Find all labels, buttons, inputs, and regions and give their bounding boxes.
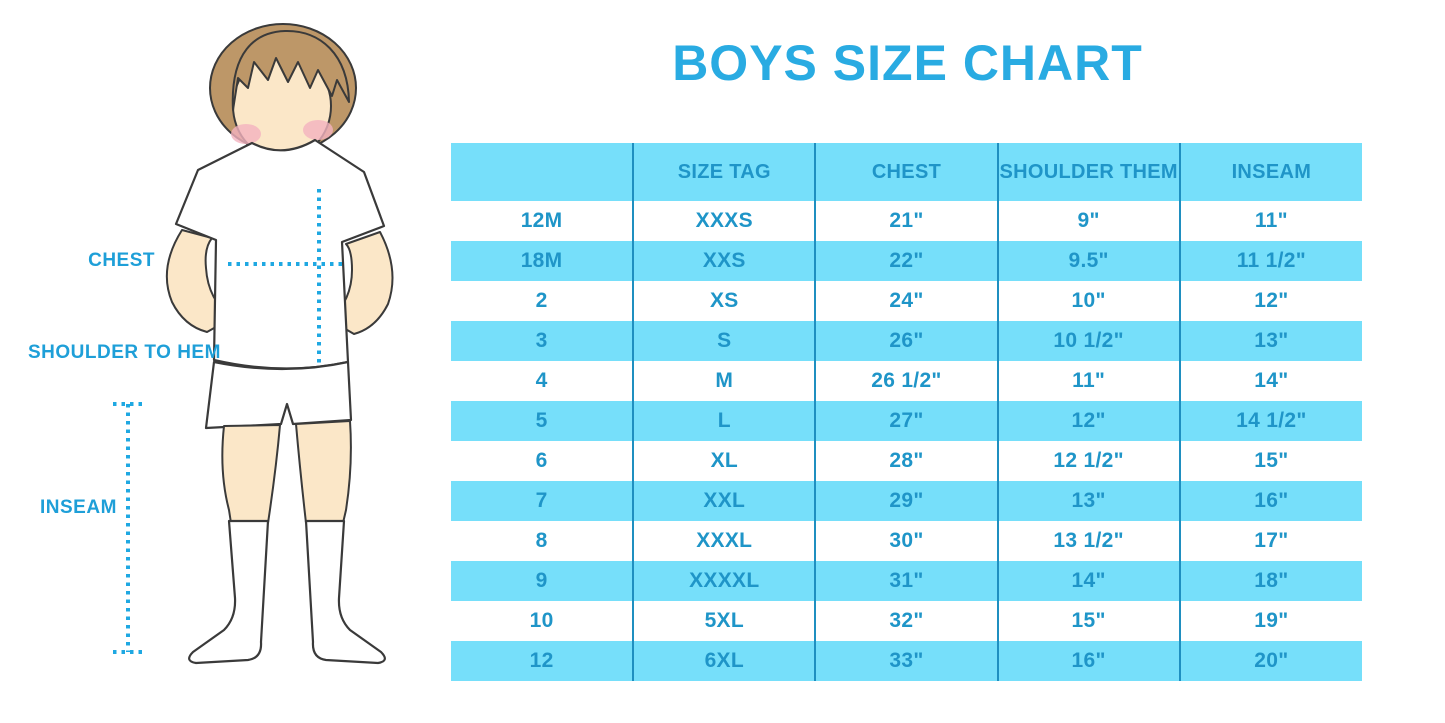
table-cell: XXXXL [632, 561, 816, 601]
table-row: 12 6XL 33" 16" 20" [451, 641, 1362, 681]
column-header: CHEST [814, 143, 998, 201]
table-cell: 13" [1178, 321, 1362, 361]
table-row: 10 5XL 32" 15" 19" [451, 601, 1362, 641]
table-cell: 33" [814, 641, 998, 681]
table-row: 7 XXL 29" 13" 16" [451, 481, 1362, 521]
table-cell: 4 [535, 369, 548, 392]
table-cell: 16" [1178, 481, 1362, 521]
table-cell: 32" [814, 601, 998, 641]
table-cell: 30" [814, 521, 998, 561]
table-cell: 12" [996, 401, 1180, 441]
table-cell: 24" [814, 281, 998, 321]
table-cell: XXL [632, 481, 816, 521]
chest-label: CHEST [88, 250, 155, 271]
table-cell: 11" [996, 361, 1180, 401]
table-cell: 20" [1178, 641, 1362, 681]
header-row: SIZE TAG CHEST SHOULDER THEM INSEAM [451, 143, 1362, 201]
table-cell: 8 [535, 529, 548, 552]
measurement-figure: CHEST SHOULDER TO HEM INSEAM [0, 0, 450, 723]
shoulder-to-hem-label: SHOULDER TO HEM [28, 342, 221, 363]
table-cell: 12" [1178, 281, 1362, 321]
boy-illustration [113, 23, 394, 665]
column-header: SIZE TAG [632, 143, 816, 201]
table-cell: 6XL [632, 641, 816, 681]
boy-socks [188, 519, 386, 665]
table-cell: 5 [451, 401, 634, 441]
table-cell: 22" [814, 241, 998, 281]
table-cell: 21" [814, 201, 998, 241]
table-cell: 15" [1178, 441, 1362, 481]
table-row: 4 M 26 1/2" 11" 14" [451, 361, 1362, 401]
table-cell: S [632, 321, 816, 361]
table-cell: 5XL [632, 601, 816, 641]
table-row: 9 XXXXL 31" 14" 18" [451, 561, 1362, 601]
table-cell: XL [632, 441, 816, 481]
table-header: SIZE TAG CHEST SHOULDER THEM INSEAM [451, 143, 1362, 201]
table-cell: 29" [814, 481, 998, 521]
table-cell: 12 [451, 641, 634, 681]
table-row: 5 L 27" 12" 14 1/2" [451, 401, 1362, 441]
table-cell: 26 1/2" [814, 361, 998, 401]
table-cell: 17" [1178, 521, 1362, 561]
table-cell: 7 [451, 481, 634, 521]
table-row: 2 XS 24" 10" 12" [451, 281, 1362, 321]
page-title: BOYS SIZE CHART [672, 35, 1143, 91]
inseam-label: INSEAM [40, 497, 117, 518]
table-cell: 12 1/2" [996, 441, 1180, 481]
table-cell: 18M [451, 241, 634, 281]
table-cell: 15" [996, 601, 1180, 641]
table-cell: 10 [529, 609, 554, 632]
table-cell: 11" [1178, 201, 1362, 241]
column-header [451, 143, 634, 201]
table-cell: 14" [996, 561, 1180, 601]
table-cell: 10 1/2" [996, 321, 1180, 361]
table-cell: 10" [996, 281, 1180, 321]
table-cell: 31" [814, 561, 998, 601]
table-row: 8 XXXL 30" 13 1/2" 17" [451, 521, 1362, 561]
table-cell: 9" [996, 201, 1180, 241]
table-cell: XS [632, 281, 816, 321]
table-row: 18M XXS 22" 9.5" 11 1/2" [451, 241, 1362, 281]
table-cell: 13" [996, 481, 1180, 521]
table-cell: 11 1/2" [1178, 241, 1362, 281]
table-cell: XXS [632, 241, 816, 281]
boy-shorts [204, 360, 353, 430]
column-header: INSEAM [1178, 143, 1362, 201]
boy-legs [221, 420, 352, 524]
table-cell: XXXS [632, 201, 816, 241]
table-cell: 13 1/2" [996, 521, 1180, 561]
size-chart-table: SIZE TAG CHEST SHOULDER THEM INSEAM 12M XXXS… [451, 143, 1362, 681]
table-cell: 14" [1178, 361, 1362, 401]
table-cell: 27" [814, 401, 998, 441]
table-cell: 28" [814, 441, 998, 481]
table-cell: 16" [996, 641, 1180, 681]
table-cell: 12M [520, 209, 563, 232]
table-cell: 19" [1178, 601, 1362, 641]
inseam-measurement-line [113, 402, 144, 654]
table-cell: 9 [451, 561, 634, 601]
table-cell: 2 [535, 289, 548, 312]
column-header: SHOULDER THEM [996, 143, 1180, 201]
table-cell: 14 1/2" [1178, 401, 1362, 441]
table-cell: 26" [814, 321, 998, 361]
table-cell: 6 [535, 449, 548, 472]
table-row: 6 XL 28" 12 1/2" 15" [451, 441, 1362, 481]
table-body: 12M XXXS 21" 9" 11" 18M XXS 22" 9.5" 11 1/2" 2 XS 24… [451, 201, 1362, 681]
table-cell: 18" [1178, 561, 1362, 601]
table-row: 3 S 26" 10 1/2" 13" [451, 321, 1362, 361]
table-row: 12M XXXS 21" 9" 11" [451, 201, 1362, 241]
table-cell: 3 [451, 321, 634, 361]
table-cell: M [632, 361, 816, 401]
table-cell: XXXL [632, 521, 816, 561]
table-cell: 9.5" [996, 241, 1180, 281]
table-cell: L [632, 401, 816, 441]
boy-head [209, 23, 357, 162]
